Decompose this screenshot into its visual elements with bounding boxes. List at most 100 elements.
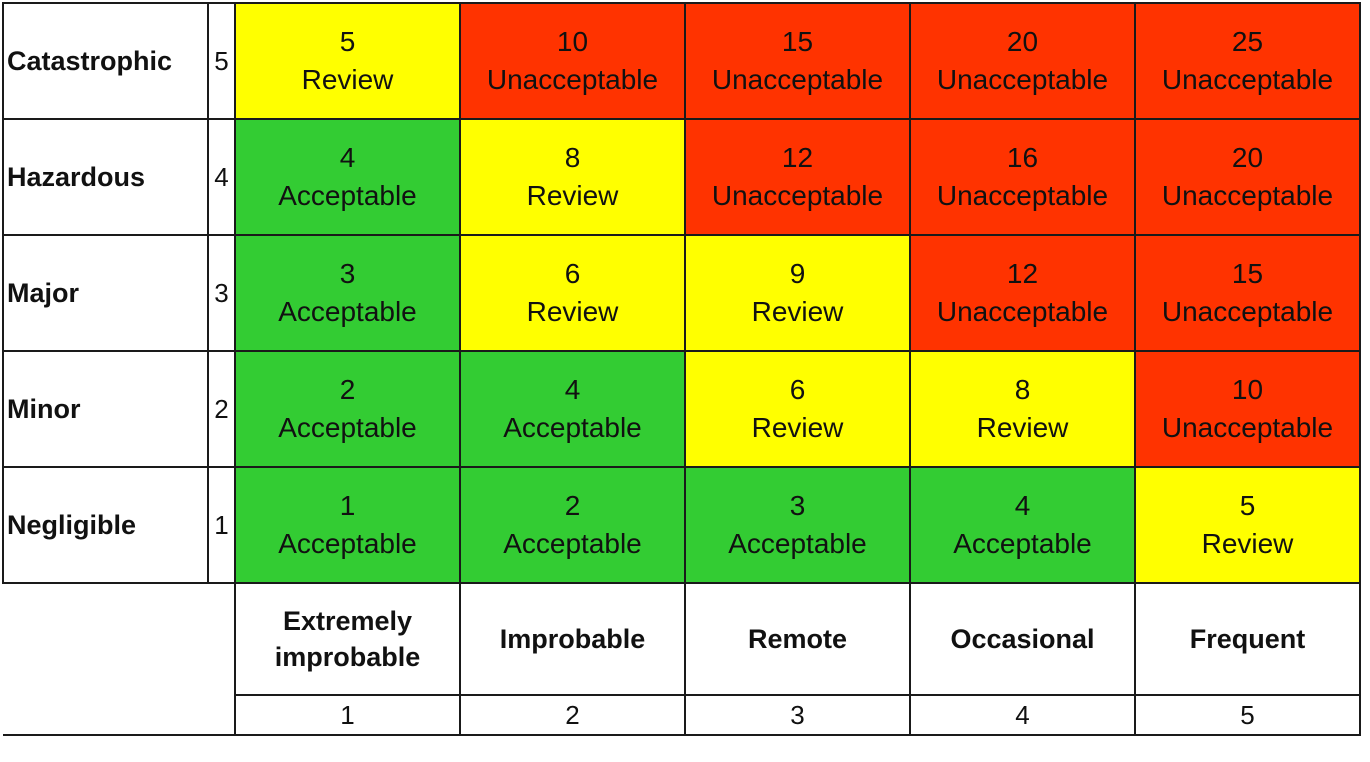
risk-rating: Review [1201,528,1294,559]
risk-score: 5 [339,26,356,57]
risk-cell: 1 Acceptable [234,466,461,584]
risk-rating: Unacceptable [936,180,1109,211]
risk-score: 3 [339,258,356,289]
severity-number: 4 [207,118,236,236]
risk-rating: Review [526,180,619,211]
risk-score: 8 [564,142,581,173]
risk-rating: Acceptable [278,412,417,443]
risk-cell: 2 Acceptable [234,350,461,468]
risk-rating: Unacceptable [1161,296,1334,327]
likelihood-number: 1 [234,694,461,736]
risk-rating: Unacceptable [1161,64,1334,95]
likelihood-label-row: Extremely improbable Improbable Remote Occa… [3,582,1361,736]
risk-score: 9 [789,258,806,289]
risk-cell: 3 Acceptable [234,234,461,352]
risk-cell: 20 Unacceptable [909,2,1136,120]
likelihood-number: 5 [1134,694,1361,736]
risk-cell: 8 Review [459,118,686,236]
risk-rating: Unacceptable [486,64,659,95]
risk-cell: 20 Unacceptable [1134,118,1361,236]
risk-cell: 10 Unacceptable [459,2,686,120]
risk-rating: Acceptable [503,528,642,559]
risk-score: 20 [1231,142,1264,173]
severity-label: Catastrophic [2,2,209,120]
risk-cell: 12 Unacceptable [909,234,1136,352]
risk-score: 5 [1239,490,1256,521]
risk-score: 4 [564,374,581,405]
risk-rating: Acceptable [278,180,417,211]
risk-rating: Acceptable [278,528,417,559]
risk-rating: Review [301,64,394,95]
matrix-row: Negligible 1 1 Acceptable 2 Acceptable 3 Accept… [2,466,1361,584]
risk-rating: Acceptable [278,296,417,327]
risk-cell: 2 Acceptable [459,466,686,584]
matrix-row: Major 3 3 Acceptable 6 Review 9 Review 12 Unaccep… [2,234,1361,352]
risk-score: 8 [1014,374,1031,405]
risk-score: 25 [1231,26,1264,57]
risk-cell: 5 Review [1134,466,1361,584]
risk-cell: 10 Unacceptable [1134,350,1361,468]
risk-cell: 6 Review [684,350,911,468]
risk-score: 10 [1231,374,1264,405]
risk-rating: Acceptable [953,528,1092,559]
likelihood-label: Improbable [459,582,686,696]
risk-rating: Acceptable [503,412,642,443]
risk-cell: 15 Unacceptable [1134,234,1361,352]
risk-rating: Review [751,296,844,327]
likelihood-number: 3 [684,694,911,736]
risk-score: 20 [1006,26,1039,57]
likelihood-number: 2 [459,694,686,736]
severity-label: Major [2,234,209,352]
risk-score: 6 [789,374,806,405]
matrix-corner [3,583,236,736]
risk-cell: 9 Review [684,234,911,352]
matrix-row: Hazardous 4 4 Acceptable 8 Review 12 Unacceptab… [2,118,1361,236]
risk-score: 15 [1231,258,1264,289]
risk-rating: Unacceptable [711,64,884,95]
severity-label: Negligible [2,466,209,584]
risk-cell: 8 Review [909,350,1136,468]
risk-rating: Acceptable [728,528,867,559]
risk-cell: 15 Unacceptable [684,2,911,120]
risk-matrix-body: Catastrophic 5 5 Review 10 Unacceptable 15 Unac… [2,2,1361,736]
risk-cell: 16 Unacceptable [909,118,1136,236]
severity-number: 2 [207,350,236,468]
risk-rating: Unacceptable [936,296,1109,327]
risk-score: 4 [1014,490,1031,521]
risk-cell: 25 Unacceptable [1134,2,1361,120]
risk-cell: 4 Acceptable [459,350,686,468]
risk-score: 6 [564,258,581,289]
risk-cell: 12 Unacceptable [684,118,911,236]
risk-cell: 5 Review [234,2,461,120]
risk-cell: 3 Acceptable [684,466,911,584]
likelihood-label: Occasional [909,582,1136,696]
matrix-row: Minor 2 2 Acceptable 4 Acceptable 6 Review 8 Revi… [2,350,1361,468]
severity-number: 5 [207,2,236,120]
risk-rating: Review [976,412,1069,443]
severity-number: 3 [207,234,236,352]
risk-score: 12 [781,142,814,173]
risk-rating: Unacceptable [936,64,1109,95]
severity-number: 1 [207,466,236,584]
risk-matrix: Catastrophic 5 5 Review 10 Unacceptable 15 Unac… [2,2,1361,736]
likelihood-label: Frequent [1134,582,1361,696]
risk-rating: Review [526,296,619,327]
risk-rating: Unacceptable [1161,180,1334,211]
severity-label: Hazardous [2,118,209,236]
risk-score: 4 [339,142,356,173]
risk-cell: 4 Acceptable [234,118,461,236]
risk-score: 12 [1006,258,1039,289]
risk-score: 2 [339,374,356,405]
likelihood-label: Remote [684,582,911,696]
risk-score: 2 [564,490,581,521]
risk-score: 10 [556,26,589,57]
risk-score: 15 [781,26,814,57]
risk-score: 1 [339,490,356,521]
risk-rating: Unacceptable [1161,412,1334,443]
risk-score: 3 [789,490,806,521]
likelihood-number: 4 [909,694,1136,736]
risk-cell: 6 Review [459,234,686,352]
matrix-row: Catastrophic 5 5 Review 10 Unacceptable 15 Unac… [2,2,1361,120]
risk-rating: Unacceptable [711,180,884,211]
